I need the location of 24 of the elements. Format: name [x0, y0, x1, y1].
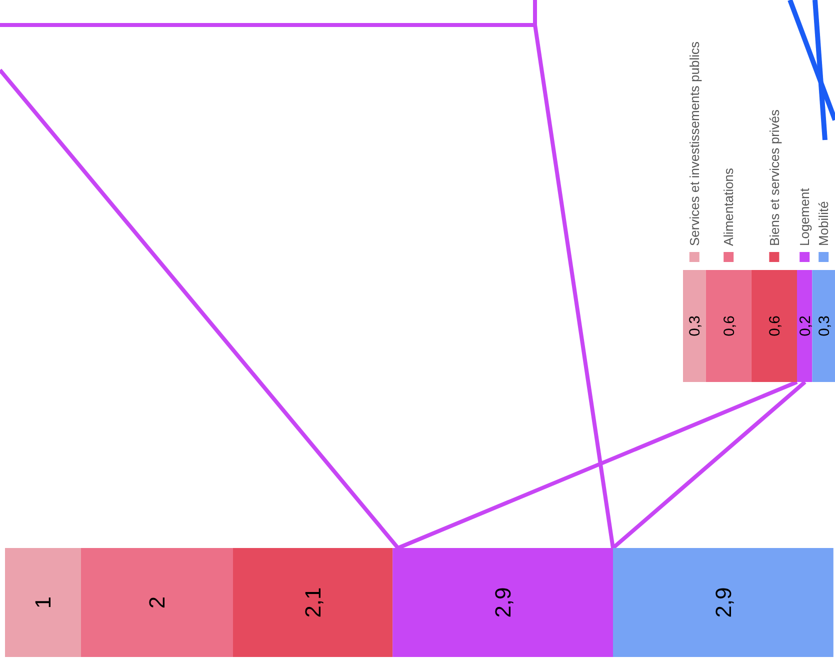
data-label: 2,9 — [710, 587, 736, 618]
bar — [233, 548, 393, 657]
data-label: 0,3 — [686, 316, 704, 336]
text: Services et investissements publics — [686, 41, 702, 246]
data-label: 1 — [30, 596, 56, 609]
text: Logement — [797, 188, 812, 246]
bar — [5, 548, 81, 657]
data-label: 2,1 — [300, 587, 326, 618]
data-label: 0,6 — [720, 316, 738, 336]
bar — [392, 548, 613, 657]
bar — [683, 270, 706, 382]
text: Biens et services privés — [766, 108, 782, 246]
bar — [706, 270, 752, 382]
text: Mobilité — [816, 201, 832, 246]
data-label: 0,2 — [796, 316, 814, 336]
bar — [812, 270, 835, 382]
bar — [81, 548, 233, 657]
data-label: 0,6 — [766, 316, 784, 336]
data-label: 2 — [144, 596, 170, 609]
data-label: 0,3 — [816, 316, 833, 336]
text: Alimentations — [721, 167, 736, 246]
bar — [797, 270, 812, 382]
bar — [751, 270, 797, 382]
data-label: 2,9 — [490, 587, 516, 618]
